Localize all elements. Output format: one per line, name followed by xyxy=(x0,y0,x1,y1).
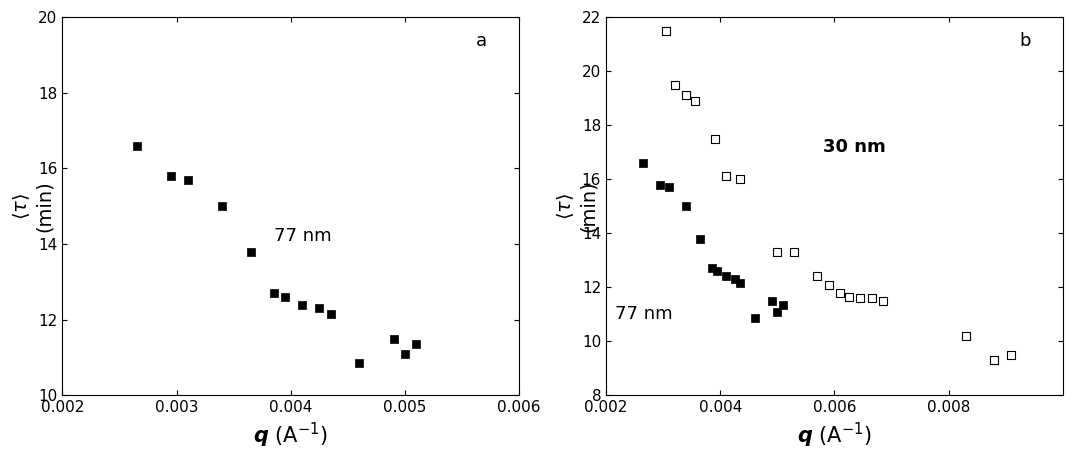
Point xyxy=(731,279,749,287)
Point xyxy=(661,183,678,191)
Point xyxy=(863,294,881,301)
Point xyxy=(769,308,786,315)
Point xyxy=(678,92,695,99)
Point xyxy=(265,290,282,297)
Point xyxy=(276,293,293,301)
Point xyxy=(351,360,368,367)
Y-axis label: $\langle\tau\rangle$
(min): $\langle\tau\rangle$ (min) xyxy=(555,180,597,232)
Point xyxy=(692,235,709,242)
Point xyxy=(731,176,749,183)
Point xyxy=(706,135,723,142)
Text: 30 nm: 30 nm xyxy=(823,138,886,156)
Point xyxy=(703,265,721,272)
Point xyxy=(1003,351,1020,359)
Point xyxy=(242,248,259,255)
Point xyxy=(293,301,310,308)
Point xyxy=(408,341,425,348)
Point xyxy=(652,181,669,188)
Text: b: b xyxy=(1019,32,1031,50)
Point xyxy=(831,289,848,296)
X-axis label: $\bfit{q}$ (A$^{-1}$): $\bfit{q}$ (A$^{-1}$) xyxy=(797,421,872,450)
Text: 77 nm: 77 nm xyxy=(614,305,672,323)
Point xyxy=(874,297,891,304)
Point xyxy=(678,202,695,210)
Point xyxy=(396,350,413,357)
Point xyxy=(809,273,826,280)
Point xyxy=(840,293,857,301)
Point xyxy=(666,81,683,89)
Text: a: a xyxy=(476,32,488,50)
Point xyxy=(657,27,674,34)
Point xyxy=(821,281,838,288)
Point xyxy=(709,267,726,275)
Y-axis label: $\langle\tau\rangle$
(min): $\langle\tau\rangle$ (min) xyxy=(11,180,54,232)
Point xyxy=(852,294,869,301)
Point xyxy=(957,332,974,340)
Point xyxy=(717,173,735,180)
Point xyxy=(384,335,402,342)
Point xyxy=(986,356,1003,364)
Point xyxy=(763,297,780,304)
Point xyxy=(310,305,328,312)
Text: 77 nm: 77 nm xyxy=(274,227,331,245)
Point xyxy=(162,172,179,180)
Point xyxy=(726,275,743,283)
Point xyxy=(128,142,145,149)
Point xyxy=(635,160,652,167)
Point xyxy=(179,176,197,183)
Point xyxy=(214,202,231,210)
X-axis label: $\bfit{q}$ (A$^{-1}$): $\bfit{q}$ (A$^{-1}$) xyxy=(253,421,329,450)
Point xyxy=(717,273,735,280)
Point xyxy=(774,301,792,308)
Point xyxy=(686,97,703,105)
Point xyxy=(769,248,786,256)
Point xyxy=(322,310,339,318)
Point xyxy=(786,248,803,256)
Point xyxy=(746,314,764,322)
